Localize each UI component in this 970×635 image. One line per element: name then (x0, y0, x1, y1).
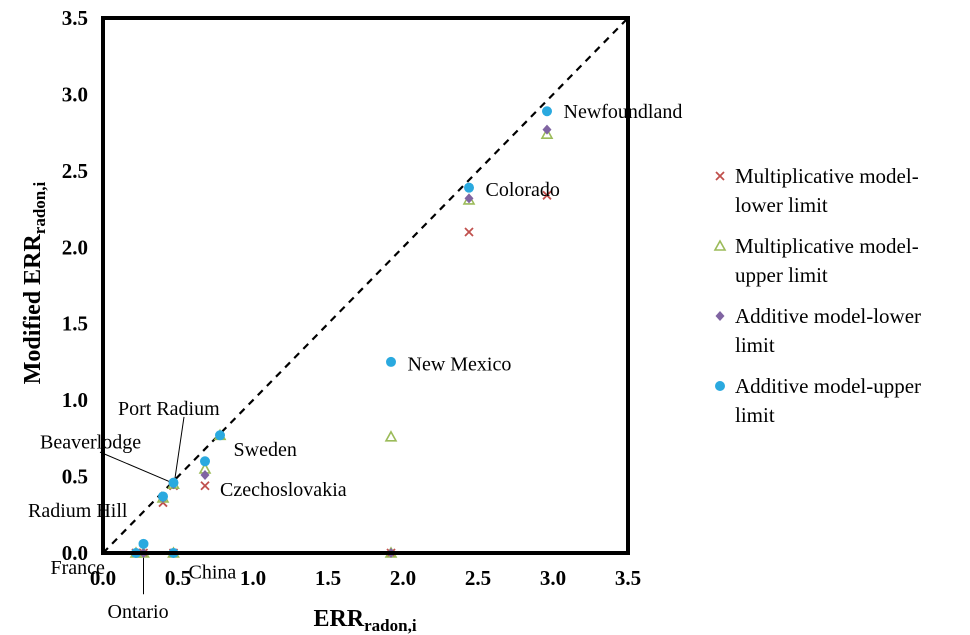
data-point-circle (158, 491, 168, 502)
y-axis-title: Modified ERRradon,i (20, 182, 49, 385)
y-axis-title-subscript: radon,i (30, 182, 49, 235)
data-point-x (200, 481, 210, 491)
location-label: France (51, 557, 106, 579)
leader-line (174, 416, 185, 479)
data-point-circle (542, 106, 552, 117)
leader-lines (99, 416, 185, 595)
legend-marker-x (715, 171, 725, 181)
x-axis-title-main: ERR (313, 606, 364, 632)
location-label: Radium Hill (28, 500, 128, 522)
x-tick-label: 3.0 (540, 566, 566, 590)
legend: Multiplicative model-lower limit Multipli… (713, 164, 921, 427)
y-tick-label: 0.0 (62, 541, 88, 565)
data-point-circle (138, 538, 149, 549)
x-tick-label: 0.5 (165, 566, 191, 590)
location-label: Colorado (486, 179, 560, 201)
x-tick-label: 1.5 (315, 566, 341, 590)
x-axis-title-subscript: radon,i (364, 616, 417, 635)
legend-marker-triangle (713, 239, 727, 251)
legend-entry: Additive model-upper limit (735, 374, 921, 427)
x-axis-title: ERRradon,i (313, 606, 416, 635)
location-label: Czechoslovakia (220, 479, 347, 501)
y-tick-labels: 0.0 0.5 1.0 1.5 2.0 2.5 3.0 3.5 (62, 6, 88, 565)
legend-entry: Multiplicative model-lower limit (735, 164, 919, 217)
data-point-circle (200, 456, 210, 467)
legend-marker-diamond (715, 311, 725, 321)
x-tick-label: 3.5 (615, 566, 641, 590)
x-tick-label: 2.0 (390, 566, 416, 590)
y-tick-label: 2.5 (62, 159, 88, 183)
legend-entry: Additive model-lower limit (735, 304, 921, 357)
x-tick-label: 2.5 (465, 566, 491, 590)
data-point-diamond (200, 470, 210, 481)
legend-entry: Multiplicative model-upper limit (735, 234, 919, 287)
x-tick-label: 0.0 (90, 566, 116, 590)
location-label: Ontario (108, 601, 169, 623)
x-tick-labels: 0.0 0.5 1.0 1.5 2.0 2.5 3.0 3.5 (90, 566, 641, 590)
data-point-triangle (540, 127, 554, 139)
x-tick-label: 1.0 (240, 566, 266, 590)
data-point-diamond (464, 193, 474, 204)
y-tick-label: 1.5 (62, 312, 88, 336)
y-tick-label: 2.0 (62, 235, 88, 259)
reference-diagonal-line (102, 17, 629, 554)
data-point-triangle (384, 430, 398, 442)
data-point-circle (168, 477, 179, 488)
location-label: China (189, 561, 237, 583)
location-label: Beaverlodge (40, 431, 141, 453)
data-point-diamond (542, 124, 552, 135)
legend-marker-circle (715, 381, 725, 391)
y-tick-label: 3.0 (62, 82, 88, 106)
location-label: New Mexico (408, 353, 512, 375)
location-label: Newfoundland (564, 101, 683, 123)
y-tick-label: 0.5 (62, 465, 88, 489)
plot-area-frame (101, 16, 630, 555)
y-tick-label: 1.0 (62, 388, 88, 412)
location-label: Port Radium (118, 398, 220, 420)
data-point-circle (464, 182, 474, 193)
y-tick-label: 3.5 (62, 6, 88, 30)
location-labels: Newfoundland Colorado New Mexico Sweden Czec… (28, 101, 682, 623)
data-point-x (542, 190, 552, 200)
data-point-circle (386, 356, 396, 367)
y-axis-title-main: Modified ERR (20, 234, 46, 385)
data-point-x (464, 227, 474, 237)
location-label: Sweden (234, 439, 297, 461)
data-point-circle (215, 430, 225, 441)
leader-line (99, 451, 173, 484)
